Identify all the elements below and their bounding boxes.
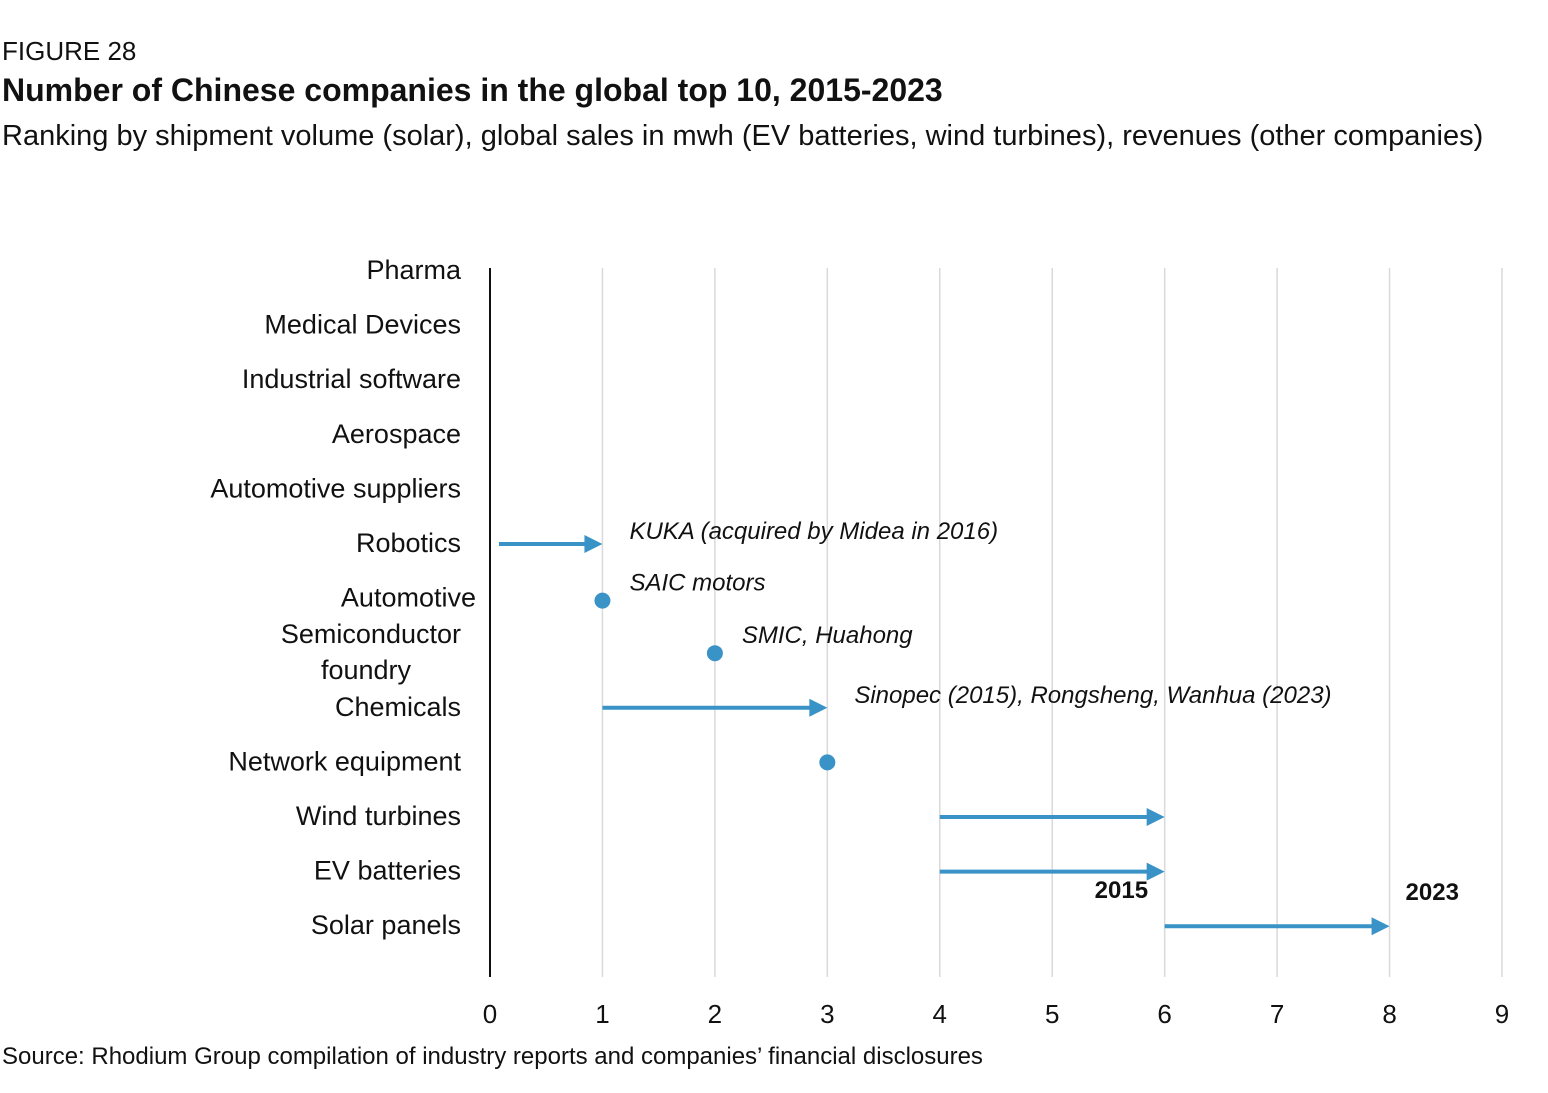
x-tick-label: 4 xyxy=(933,999,947,1029)
arrow-head xyxy=(1146,862,1165,881)
category-label: Pharma xyxy=(366,255,462,285)
figure-label: FIGURE 28 xyxy=(2,36,137,66)
chart-title: Number of Chinese companies in the globa… xyxy=(2,72,943,108)
category-label: Aerospace xyxy=(332,419,461,449)
source-note: Source: Rhodium Group compilation of ind… xyxy=(2,1043,983,1070)
category-label: Semiconductor xyxy=(281,619,461,649)
category-label: Robotics xyxy=(356,528,461,558)
legend-end-label: 2023 xyxy=(1406,879,1459,906)
annotation-label: Sinopec (2015), Rongsheng, Wanhua (2023) xyxy=(854,682,1331,709)
category-label: Wind turbines xyxy=(296,801,461,831)
x-tick-label: 3 xyxy=(820,999,834,1029)
x-tick-label: 6 xyxy=(1157,999,1171,1029)
category-label: Chemicals xyxy=(335,692,461,722)
category-label: Industrial software xyxy=(242,364,461,394)
x-tick-label: 2 xyxy=(708,999,722,1029)
arrow-head xyxy=(584,535,603,553)
annotation-label: SAIC motors xyxy=(629,570,765,597)
x-tick-label: 8 xyxy=(1382,999,1396,1029)
annotation-label: SMIC, Huahong xyxy=(742,622,913,649)
category-label: foundry xyxy=(321,655,412,685)
dot-marker xyxy=(594,592,611,609)
arrow-head xyxy=(809,698,828,717)
x-tick-label: 1 xyxy=(595,999,609,1029)
category-label: Medical Devices xyxy=(264,310,461,340)
arrow-head xyxy=(1371,917,1390,936)
annotation-label: KUKA (acquired by Midea in 2016) xyxy=(629,518,998,545)
category-label: Automotive suppliers xyxy=(210,473,461,503)
legend-start-label: 2015 xyxy=(1095,877,1148,904)
dot-marker xyxy=(819,754,836,771)
category-label: Network equipment xyxy=(228,746,461,776)
category-label: EV batteries xyxy=(314,856,461,886)
x-tick-label: 9 xyxy=(1495,999,1509,1029)
x-tick-label: 5 xyxy=(1045,999,1059,1029)
category-label: Solar panels xyxy=(311,910,461,940)
chart-subtitle: Ranking by shipment volume (solar), glob… xyxy=(2,120,1484,152)
x-tick-label: 7 xyxy=(1270,999,1284,1029)
category-label: Automotive xyxy=(341,583,476,613)
x-tick-label: 0 xyxy=(483,999,497,1029)
arrow-head xyxy=(1146,808,1165,826)
dot-marker xyxy=(706,645,723,662)
